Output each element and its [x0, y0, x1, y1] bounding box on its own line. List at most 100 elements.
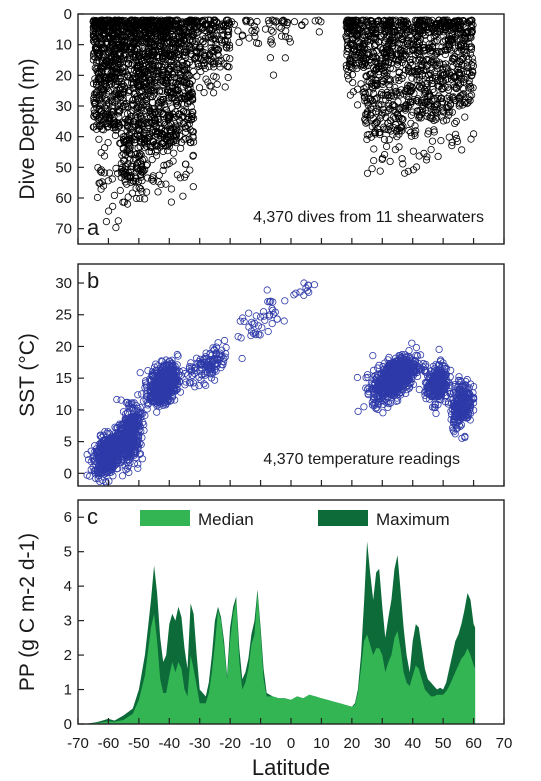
dive-point [139, 25, 147, 33]
dive-point [154, 188, 162, 196]
dive-point [290, 18, 299, 26]
sst-point [310, 281, 318, 289]
dive-point [458, 146, 466, 154]
sst-point [118, 472, 127, 480]
dive-point [107, 52, 115, 60]
dive-point [437, 137, 445, 145]
dive-point [137, 104, 145, 112]
dive-point [149, 137, 157, 146]
dive-point [222, 53, 230, 62]
dive-point [125, 145, 133, 153]
dive-point [261, 25, 270, 33]
dive-point [115, 106, 123, 115]
sst-point [281, 297, 289, 305]
dive-point [95, 57, 103, 65]
dive-point [117, 25, 125, 33]
sst-point [238, 354, 246, 363]
dive-point [133, 130, 141, 138]
dive-point [266, 54, 274, 62]
dive-point [148, 156, 156, 164]
dive-point [170, 149, 178, 157]
dive-point [122, 151, 130, 159]
sst-point [245, 309, 253, 317]
sst-point [153, 408, 161, 416]
dive-point [137, 171, 145, 179]
dive-point [110, 74, 118, 83]
dive-point [143, 142, 151, 151]
panel-a-y-tick-label: 10 [55, 37, 72, 54]
dive-point [152, 141, 160, 150]
dive-point [102, 218, 111, 226]
dive-point [151, 86, 159, 94]
dive-point [129, 75, 138, 83]
dive-point [104, 139, 112, 147]
dive-point [118, 27, 126, 36]
dive-point [98, 85, 106, 93]
dive-point [135, 119, 143, 127]
dive-point [128, 25, 136, 33]
dive-point [92, 78, 100, 86]
dive-point [124, 136, 132, 144]
dive-point [129, 44, 137, 52]
dive-point [105, 87, 113, 95]
dive-point [108, 68, 116, 76]
dive-point [138, 177, 146, 185]
dive-point [186, 166, 194, 174]
dive-point [157, 103, 165, 111]
dive-point [104, 177, 112, 185]
dive-point [105, 169, 114, 177]
dive-point [134, 108, 142, 116]
panel-a [89, 16, 478, 232]
dive-point [143, 160, 151, 168]
dive-point [138, 87, 146, 96]
dive-point [103, 57, 112, 65]
dive-point [110, 51, 118, 59]
dive-point [126, 142, 134, 150]
panel-a-y-tick-label: 20 [55, 67, 72, 84]
dive-point [111, 124, 119, 132]
dive-point [129, 96, 137, 104]
dive-point [451, 130, 460, 138]
dive-point [128, 189, 136, 197]
dive-point [136, 194, 144, 203]
dive-point [98, 57, 106, 65]
dive-point [162, 106, 171, 114]
dive-point [135, 52, 143, 60]
dive-point [119, 145, 128, 153]
dive-point [370, 145, 378, 153]
dive-point [182, 160, 190, 168]
dive-point [99, 126, 108, 134]
dive-point [210, 89, 218, 97]
dive-point [452, 117, 460, 126]
dive-point [376, 167, 384, 175]
dive-point [101, 144, 109, 152]
dive-point [118, 169, 126, 177]
dive-point [97, 168, 105, 176]
dive-point [89, 23, 97, 31]
dive-point [363, 169, 372, 177]
dive-point [133, 162, 141, 170]
dive-point [100, 43, 108, 51]
dive-point [189, 68, 197, 76]
dive-point [100, 62, 108, 71]
dive-point [116, 186, 124, 195]
dive-point [134, 73, 142, 81]
dive-point [133, 104, 141, 112]
dive-point [99, 72, 108, 81]
panel-a-ylabel: Dive Depth (m) [16, 58, 39, 199]
dive-point [134, 153, 143, 161]
dive-point [108, 92, 116, 100]
dive-point [130, 17, 138, 25]
dive-point [177, 144, 185, 152]
dive-point [130, 80, 138, 88]
dive-point [131, 132, 139, 140]
dive-point [123, 200, 132, 208]
panel-a-y-tick-label: 0 [64, 6, 72, 23]
dive-point [159, 166, 167, 175]
dive-point [157, 180, 165, 188]
dive-point [401, 169, 409, 177]
dive-point [143, 188, 151, 196]
dive-point [348, 71, 356, 79]
dive-point [275, 23, 283, 31]
dive-point [101, 80, 109, 88]
